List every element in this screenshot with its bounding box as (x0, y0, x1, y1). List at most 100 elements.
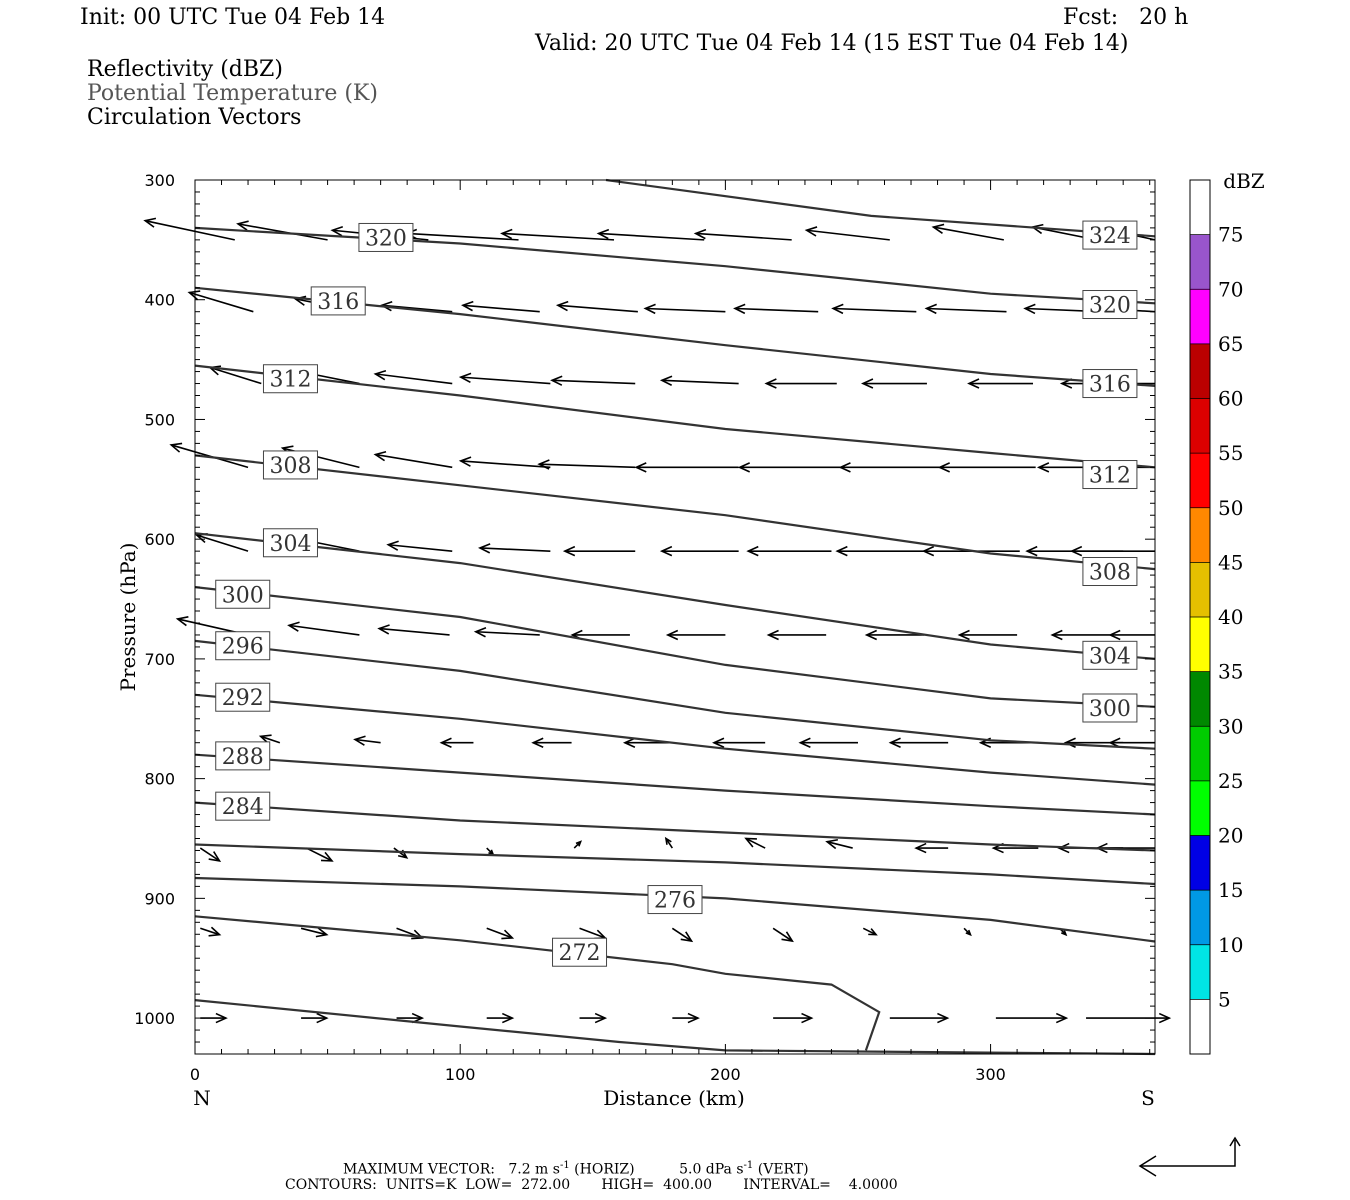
vector-arrowhead (208, 926, 222, 937)
vector-arrowhead (664, 836, 672, 845)
contour-label-box (310, 286, 366, 316)
init-time: Init: 00 UTC Tue 04 Feb 14 (80, 5, 386, 30)
vector-arrowhead (737, 462, 751, 473)
circulation-vector (237, 223, 328, 241)
contour-label-box (215, 579, 271, 609)
theta-contour-268 (194, 999, 1156, 1056)
field-label-vectors: Circulation Vectors (87, 105, 302, 130)
vector-arrowhead (175, 616, 189, 627)
circulation-vector (288, 624, 360, 636)
contour-label-box (1082, 460, 1138, 490)
colorbar-level-label: 65 (1218, 332, 1243, 356)
contour-label-box (215, 791, 271, 821)
x-tick-label: 0 (190, 1065, 200, 1084)
plot-frame (194, 179, 1156, 1055)
axis-ticks: 0 100 200 300 300 400 500 600 700 800 900 1000 (134, 171, 1155, 1084)
circulation-vector (460, 376, 551, 385)
colorbar-swatch (1190, 780, 1210, 836)
vector-arrowhead (258, 734, 272, 745)
circulation-vector (200, 927, 220, 936)
vector-arrowhead (596, 228, 610, 240)
vector-arrowhead (330, 226, 344, 237)
horiz-exponent: -1 (559, 1160, 570, 1171)
theta-contour-312 (194, 364, 1156, 469)
colorbar-level-label: 30 (1218, 714, 1243, 738)
vector-arrowhead (798, 737, 811, 748)
colorbar-swatch (1190, 180, 1210, 235)
vector-arrowhead (825, 838, 839, 850)
contour-label-box (358, 222, 414, 252)
contour-label: 276 (654, 889, 696, 914)
reference-vector-icon (1138, 1136, 1241, 1177)
circulation-vector (806, 229, 890, 241)
vector-arrowhead (1108, 629, 1121, 641)
vector-arrowhead (643, 303, 656, 315)
vector-arrowhead (781, 931, 794, 943)
vector-arrowhead (1158, 1012, 1172, 1024)
vector-arrowhead (315, 927, 329, 938)
contour-label-box (1082, 220, 1138, 250)
vector-arrowhead (458, 372, 472, 384)
contour-label: 316 (1089, 373, 1131, 398)
vector-arrowhead (316, 1012, 329, 1024)
colorbar-swatch (1190, 999, 1210, 1054)
x-tick-label: 100 (445, 1065, 476, 1084)
colorbar-level-label: 75 (1218, 223, 1243, 247)
circulation-vector (926, 307, 1007, 313)
field-label-reflectivity: Reflectivity (dBZ) (87, 57, 283, 82)
vector-arrowhead (744, 837, 757, 848)
colorbar-swatch (1190, 671, 1210, 727)
footer-max-vector: MAXIMUM VECTOR: 7.2 m s-1 (HORIZ) 5.0 dP… (343, 1158, 809, 1178)
y-tick-label: 800 (144, 770, 175, 789)
contour-label-box (262, 364, 318, 394)
contour-label: 288 (222, 745, 264, 770)
footer-contours: CONTOURS: UNITS=K LOW= 272.00 HIGH= 400.… (285, 1177, 898, 1193)
y-tick-label: 900 (144, 889, 175, 908)
vector-arrowhead (575, 840, 583, 847)
circulation-vector (462, 304, 540, 313)
vector-arrowhead (1025, 545, 1038, 557)
circulation-vector (375, 453, 453, 469)
circulation-vector (189, 291, 254, 313)
theta-contour-316 (194, 286, 1156, 387)
vector-arrowhead (555, 300, 569, 312)
colorbar-level-label: 55 (1218, 441, 1243, 465)
vector-arrowhead (373, 450, 387, 462)
vector-arrowhead (1050, 629, 1063, 641)
contour-label: 312 (269, 368, 311, 393)
y-tick-label: 700 (144, 650, 175, 669)
vector-arrowhead (766, 629, 779, 641)
vector-arrowhead (804, 226, 818, 237)
vector-arrowhead (143, 217, 157, 228)
theta-contour-280 (194, 843, 1156, 886)
vector-arrowhead (687, 1012, 700, 1024)
y-tick-label: 600 (144, 530, 175, 549)
vector-arrowhead (888, 737, 901, 748)
vector-arrowhead (665, 629, 679, 641)
contour-label-box (1082, 557, 1138, 587)
circulation-vector (199, 847, 220, 862)
colorbar-level-label: 45 (1218, 550, 1243, 574)
colorbar-swatch (1190, 453, 1210, 508)
vector-arrowhead (733, 303, 746, 315)
contour-label: 300 (222, 583, 264, 608)
x-tick-label: 200 (710, 1065, 741, 1084)
contour-label: 324 (1089, 224, 1131, 249)
contour-label: 316 (317, 290, 359, 315)
colorbar-swatch (1190, 726, 1210, 781)
vector-arrowhead (622, 737, 636, 748)
vector-arrowhead (500, 228, 513, 240)
circulation-vector (406, 232, 519, 241)
vector-arrowhead (937, 1012, 950, 1024)
vector-arrowhead (1063, 737, 1076, 748)
contour-label-box (1082, 640, 1138, 670)
contour-label-box (215, 631, 271, 661)
contour-label: 308 (1089, 561, 1131, 586)
vector-arrowhead (868, 928, 878, 936)
vector-arrowhead (680, 931, 694, 943)
circulation-vector (486, 927, 513, 939)
contour-label: 320 (1089, 294, 1131, 319)
horiz-value: 7.2 m s (508, 1161, 560, 1178)
contour-label-box (215, 741, 271, 771)
